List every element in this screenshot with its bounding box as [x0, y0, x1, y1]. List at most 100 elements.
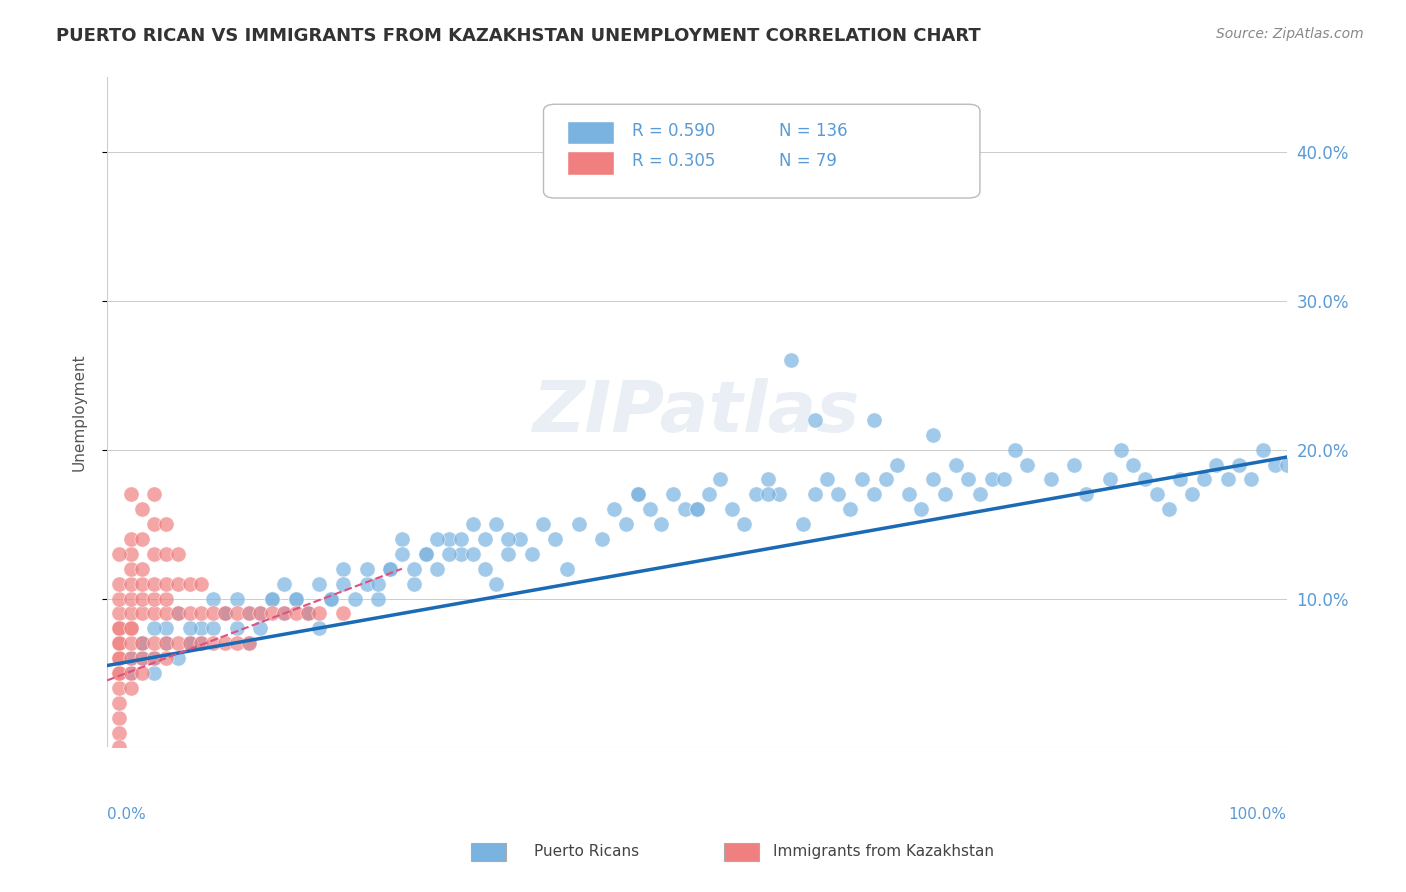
Point — [120, 665, 142, 680]
Point — [131, 651, 153, 665]
Text: ZIPatlas: ZIPatlas — [533, 378, 860, 447]
Point — [238, 636, 260, 650]
Bar — [567, 121, 614, 145]
Point — [603, 502, 626, 516]
Point — [108, 651, 131, 665]
Point — [120, 621, 142, 635]
Point — [308, 576, 330, 591]
Point — [921, 472, 943, 486]
Point — [179, 621, 201, 635]
Point — [249, 607, 271, 621]
Point — [474, 532, 496, 546]
Point — [321, 591, 343, 606]
FancyBboxPatch shape — [544, 104, 980, 198]
Point — [155, 636, 177, 650]
Point — [238, 607, 260, 621]
Point — [367, 576, 389, 591]
Point — [262, 591, 284, 606]
Point — [249, 621, 271, 635]
Point — [155, 517, 177, 532]
Point — [143, 651, 166, 665]
Point — [297, 607, 319, 621]
Point — [131, 651, 153, 665]
Point — [120, 487, 142, 501]
Text: N = 136: N = 136 — [779, 122, 848, 140]
Point — [1122, 458, 1144, 472]
Point — [343, 591, 366, 606]
Point — [910, 502, 932, 516]
Point — [155, 651, 177, 665]
Point — [321, 591, 343, 606]
Point — [131, 576, 153, 591]
Point — [155, 576, 177, 591]
Point — [166, 651, 188, 665]
Point — [225, 636, 247, 650]
Point — [1157, 502, 1180, 516]
Point — [108, 636, 131, 650]
Point — [367, 591, 389, 606]
Point — [686, 502, 709, 516]
Point — [120, 621, 142, 635]
Point — [190, 636, 212, 650]
Point — [1004, 442, 1026, 457]
Point — [662, 487, 685, 501]
Point — [120, 681, 142, 695]
Point — [108, 607, 131, 621]
Point — [391, 532, 413, 546]
Point — [627, 487, 650, 501]
Point — [839, 502, 862, 516]
Point — [638, 502, 661, 516]
Text: PUERTO RICAN VS IMMIGRANTS FROM KAZAKHSTAN UNEMPLOYMENT CORRELATION CHART: PUERTO RICAN VS IMMIGRANTS FROM KAZAKHST… — [56, 27, 981, 45]
Point — [108, 665, 131, 680]
Point — [166, 576, 188, 591]
Text: 100.0%: 100.0% — [1229, 807, 1286, 822]
Point — [120, 607, 142, 621]
Point — [1170, 472, 1192, 486]
Point — [886, 458, 908, 472]
Point — [297, 607, 319, 621]
Point — [166, 607, 188, 621]
Point — [131, 636, 153, 650]
Point — [673, 502, 696, 516]
Point — [202, 591, 225, 606]
Point — [402, 576, 425, 591]
Point — [898, 487, 921, 501]
Point — [214, 607, 236, 621]
Point — [120, 591, 142, 606]
Point — [851, 472, 873, 486]
Point — [166, 636, 188, 650]
Point — [815, 472, 838, 486]
Point — [249, 607, 271, 621]
Point — [308, 607, 330, 621]
Text: R = 0.305: R = 0.305 — [631, 153, 716, 170]
Point — [332, 576, 354, 591]
Point — [1240, 472, 1263, 486]
Point — [284, 591, 307, 606]
Point — [202, 636, 225, 650]
Text: R = 0.590: R = 0.590 — [631, 122, 716, 140]
Point — [225, 607, 247, 621]
Point — [108, 591, 131, 606]
Point — [308, 621, 330, 635]
Point — [993, 472, 1015, 486]
Point — [450, 532, 472, 546]
Point — [155, 547, 177, 561]
Point — [650, 517, 672, 532]
Point — [437, 532, 460, 546]
Text: Puerto Ricans: Puerto Ricans — [534, 845, 640, 859]
Point — [1133, 472, 1156, 486]
Point — [461, 547, 484, 561]
Point — [143, 651, 166, 665]
Point — [190, 607, 212, 621]
Point — [108, 636, 131, 650]
Point — [108, 621, 131, 635]
Point — [143, 517, 166, 532]
Point — [108, 651, 131, 665]
Point — [721, 502, 744, 516]
Text: Source: ZipAtlas.com: Source: ZipAtlas.com — [1216, 27, 1364, 41]
Point — [378, 562, 401, 576]
Point — [131, 562, 153, 576]
Point — [332, 562, 354, 576]
Point — [697, 487, 720, 501]
Point — [1111, 442, 1133, 457]
